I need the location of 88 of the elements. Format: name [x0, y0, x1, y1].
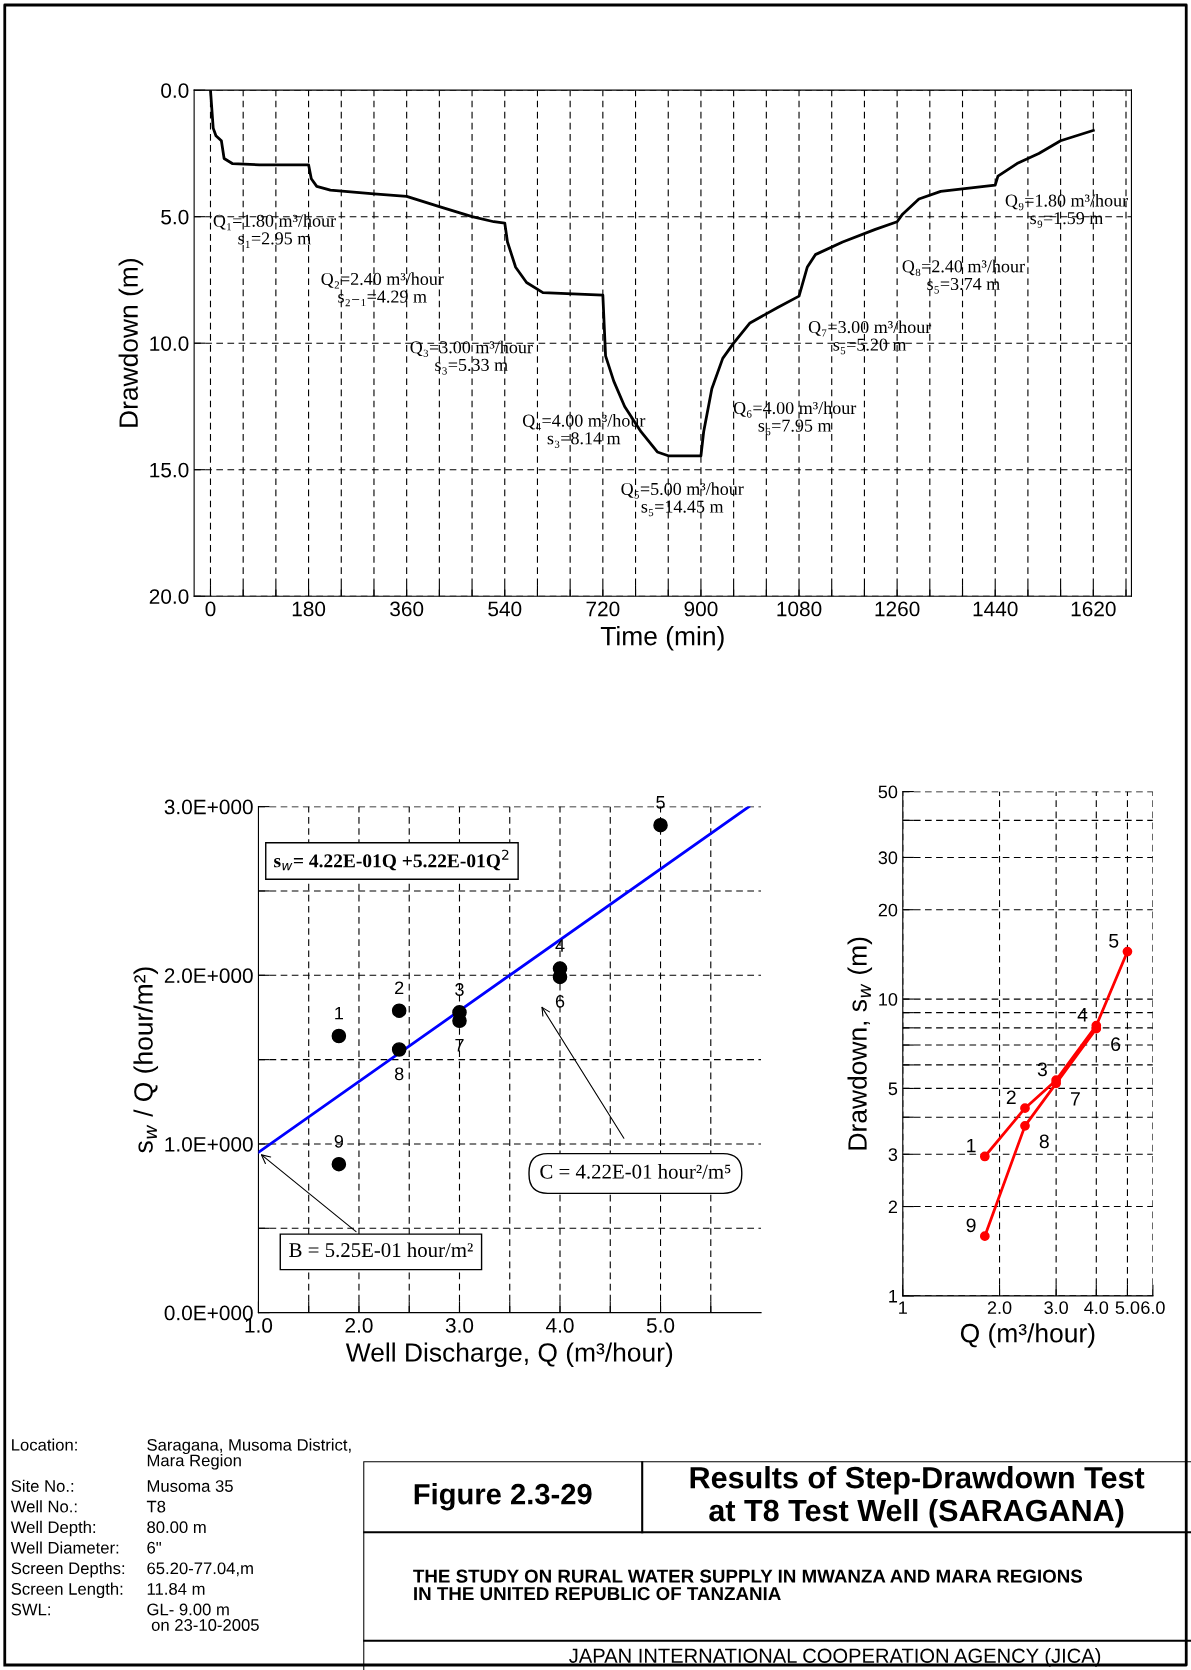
x-tick-label: 5.0: [646, 1318, 675, 1333]
annotation: Q₅=5.00 m³/hour s₅=14.45 m: [621, 482, 744, 517]
text: Results of Step-Drawdown Test at T8 Test Well (SARAGANA): [690, 1466, 1145, 1528]
annotation: s$_{w}$= 4.22E-01Q +5.22E-01Q$^{2}$: [274, 849, 509, 871]
y-tick-label: 2: [888, 1200, 898, 1214]
annotation: 1: [967, 1138, 976, 1153]
y-tick-label: 3: [888, 1148, 898, 1162]
text: 6": [147, 1541, 161, 1554]
annotation: 3: [1037, 1062, 1047, 1077]
x-axis-title: Q (m³/hour): [960, 1323, 1095, 1348]
y-axis-title: s$_{w}$ / Q (hour/m²): [133, 967, 159, 1153]
text: THE STUDY ON RURAL WATER SUPPLY IN MWANZA AND MARA REGIONS IN THE UNITED REPUBLIC OF TANZANIA: [413, 1569, 1083, 1601]
text: GL- 9.00 m on 23-10-2005: [147, 1603, 259, 1631]
text: SWL:: [11, 1603, 50, 1616]
text: Screen Depths:: [11, 1561, 125, 1578]
annotation: 9: [334, 1134, 344, 1148]
x-tick-label: 6.0: [1141, 1301, 1165, 1315]
y-tick-label: 1.0E+000: [165, 1136, 253, 1152]
annotation: Q₇=3.00 m³/hour s₅=5.20 m: [808, 320, 932, 355]
text: Well Depth:: [10, 1520, 96, 1537]
annotation: 7: [455, 1038, 464, 1052]
caption: Figure 2.3-29: [414, 1483, 592, 1511]
x-tick-label: 1: [899, 1301, 907, 1314]
y-tick-label: 20: [878, 903, 898, 917]
annotation: Q₉=1.80 m³/hour s₉=1.59 m: [1005, 193, 1128, 228]
annotation: 2: [1006, 1090, 1016, 1105]
annotation: Q₈=2.40 m³/hour s₅=3.74 m: [902, 259, 1025, 294]
x-tick-label: 720: [586, 601, 620, 617]
text: Saragana, Musoma District, Mara Region: [147, 1438, 351, 1470]
annotation: 4: [555, 939, 565, 952]
x-tick-label: 3.0: [445, 1318, 474, 1333]
annotation: 6: [1111, 1037, 1121, 1052]
y-tick-label: 10.0: [150, 336, 189, 351]
y-tick-label: 2.0E+000: [164, 968, 253, 984]
y-tick-label: 3.0E+000: [164, 799, 253, 815]
x-tick-label: 5.0: [1115, 1301, 1140, 1315]
y-tick-label: 15.0: [150, 462, 189, 478]
text: JAPAN INTERNATIONAL COOPERATION AGENCY (JICA): [569, 1648, 1101, 1667]
text: T8: [146, 1500, 166, 1513]
text: Location:: [12, 1438, 77, 1451]
x-tick-label: 0: [205, 601, 216, 617]
annotation: 8: [1039, 1134, 1049, 1149]
y-tick-label: 20.0: [149, 589, 189, 604]
text: Musoma 35: [147, 1480, 233, 1492]
x-tick-label: 4.0: [1084, 1301, 1109, 1315]
annotation: Q₆=4.00 m³/hour s₆=7.95 m: [733, 401, 857, 436]
y-tick-label: 30: [878, 851, 898, 865]
y-axis-title: Drawdown (m): [118, 259, 144, 427]
text: 11.84 m: [147, 1583, 205, 1595]
text: Well Diameter:: [10, 1541, 119, 1554]
x-tick-label: 540: [488, 601, 522, 617]
y-tick-label: 5: [888, 1082, 898, 1096]
x-tick-label: 2.0: [345, 1318, 373, 1333]
annotation: Q₂=2.40 m³/hour s₂₋₁=4.29 m: [321, 272, 444, 307]
annotation: 2: [395, 981, 404, 995]
y-tick-label: 0.0: [161, 83, 189, 98]
x-tick-label: 900: [684, 601, 718, 617]
annotation: C = 4.22E-01 hour²/m⁵: [540, 1164, 731, 1179]
text: Screen Length:: [11, 1582, 123, 1599]
annotation: 5: [656, 796, 665, 809]
annotation: Q₃=3.00 m³/hour s₃=5.33 m: [410, 340, 533, 375]
x-tick-label: 3.0: [1044, 1301, 1068, 1315]
y-tick-label: 50: [878, 785, 898, 799]
y-tick-label: 1: [889, 1290, 898, 1303]
x-tick-label: 1080: [777, 601, 822, 617]
x-tick-label: 360: [390, 601, 424, 617]
annotation: B = 5.25E-01 hour/m²: [289, 1242, 473, 1258]
x-tick-label: 2.0: [987, 1301, 1012, 1315]
annotation: 8: [394, 1067, 404, 1081]
text: Site No.:: [11, 1479, 74, 1492]
annotation: 6: [555, 994, 565, 1008]
annotation: 7: [1071, 1092, 1080, 1106]
x-axis-title: Time (min): [600, 626, 724, 651]
text: 80.00 m: [147, 1521, 206, 1534]
x-axis-title: Well Discharge, Q (m³/hour): [345, 1342, 673, 1368]
y-axis-title: Drawdown, s$_{w}$ (m): [847, 937, 873, 1150]
x-tick-label: 1260: [875, 601, 920, 617]
text: 65.20-77.04,m: [147, 1562, 253, 1577]
y-tick-label: 10: [879, 993, 898, 1006]
x-tick-label: 180: [292, 601, 326, 617]
annotation: 1: [335, 1006, 343, 1020]
x-tick-label: 4.0: [546, 1318, 574, 1333]
annotation: 5: [1109, 934, 1119, 948]
text: Well No.:: [10, 1500, 77, 1513]
x-tick-label: 1620: [1071, 601, 1116, 617]
annotation: 9: [966, 1218, 976, 1233]
x-tick-label: 1440: [973, 601, 1018, 617]
y-tick-label: 5.0: [161, 209, 189, 225]
